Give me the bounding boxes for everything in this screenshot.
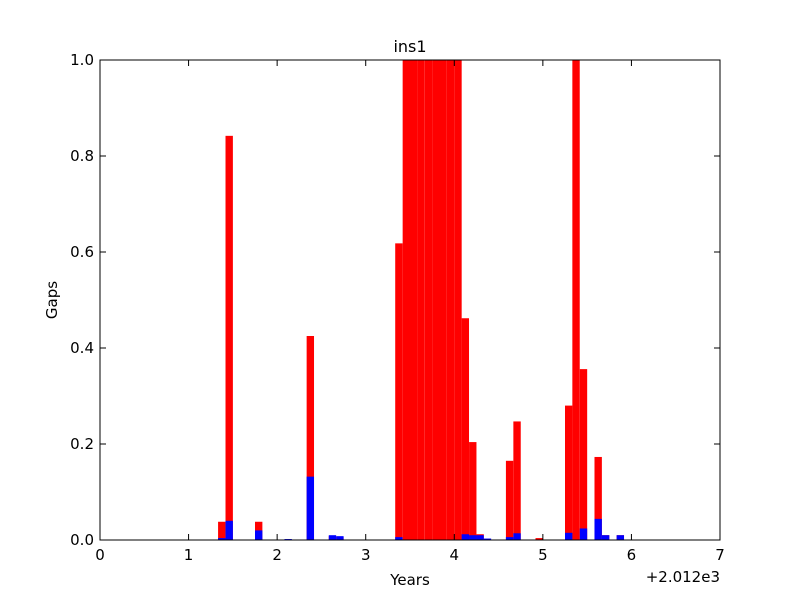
bar-series-0-0 [218,521,226,540]
x-tick-label-7: 7 [715,546,725,564]
bar-series-1-12 [505,537,514,540]
bar-series-0-13 [446,60,455,540]
bar-series-1-5 [328,535,337,540]
bar-series-0-18 [505,460,514,540]
y-tick-label-0: 0.0 [70,531,94,549]
bar-series-0-8 [410,60,418,540]
bar-series-1-0 [218,538,226,540]
bar-series-1-16 [594,518,602,540]
bar-series-1-18 [616,535,625,540]
x-tick-label-1: 1 [184,546,194,564]
bar-series-0-6 [395,243,403,541]
bar-series-0-24 [594,456,602,540]
bar-series-0-22 [572,60,580,540]
bar-series-1-14 [565,532,573,540]
bar-series-1-8 [461,534,470,540]
x-tick-label-4: 4 [450,546,460,564]
x-tick-label-5: 5 [538,546,548,564]
bar-series-1-2 [255,530,263,540]
bar-series-1-4 [306,476,315,540]
bar-series-1-11 [483,538,492,540]
bar-series-1-17 [601,535,610,540]
y-axis-label: Gaps [43,281,61,319]
bar-series-0-20 [535,538,543,540]
bar-series-0-7 [402,60,411,540]
bar-series-1-6 [336,536,344,540]
bar-series-1-15 [579,528,588,540]
bar-series-0-1 [225,135,233,540]
bar-series-0-3 [306,336,315,540]
bar-series-1-9 [469,535,477,540]
x-axis-label: Years [389,571,430,589]
bar-series-1-7 [395,537,403,540]
chart-title: ins1 [393,37,426,56]
bar-series-0-10 [424,60,433,540]
y-tick-label-2: 0.4 [70,339,94,357]
x-tick-label-6: 6 [627,546,637,564]
y-tick-label-4: 0.8 [70,147,94,165]
bar-series-0-14 [454,60,462,540]
y-tick-label-5: 1.0 [70,51,94,69]
ticks-layer: 0 1 2 3 4 5 6 7 0.0 0.2 0.4 0.6 0.8 1.0 [70,51,725,564]
plot-frame [99,59,721,541]
bar-series-0-21 [565,405,573,540]
bar-series-1-13 [513,533,521,540]
x-tick-label-2: 2 [272,546,282,564]
x-offset-label: +2.012e3 [646,568,720,586]
bar-series-0-23 [579,369,588,540]
x-tick-label-0: 0 [95,546,105,564]
x-tick-label-3: 3 [361,546,371,564]
bar-series-0-12 [439,60,447,540]
bar-series-0-11 [432,60,440,540]
bar-series-0-19 [513,421,521,540]
bar-series-1-1 [225,520,233,540]
bar-series-0-9 [417,60,425,540]
y-tick-label-3: 0.6 [70,243,94,261]
bar-series-1-10 [476,535,484,540]
y-tick-label-1: 0.2 [70,435,94,453]
bars-layer [218,60,625,541]
bar-series-0-15 [461,318,470,540]
bar-series-0-16 [469,442,477,540]
